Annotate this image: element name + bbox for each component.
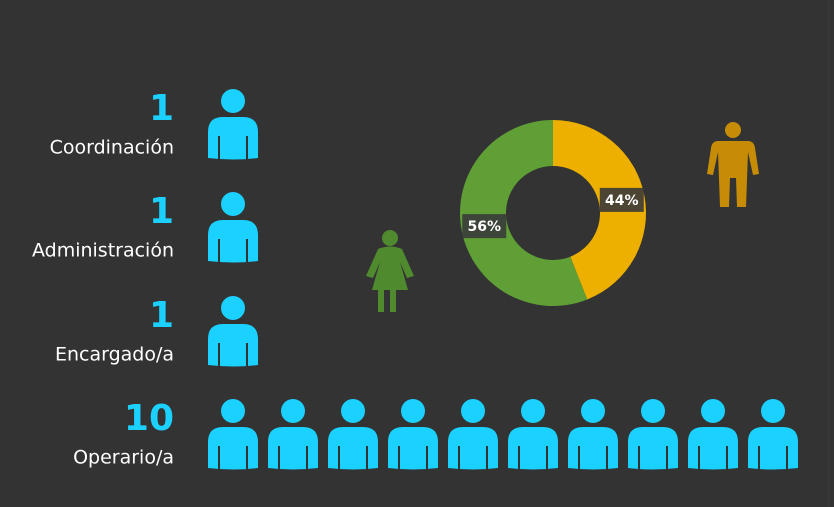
person-body (568, 427, 618, 470)
female-icon (366, 230, 414, 312)
person-icons (208, 192, 258, 263)
person-body (748, 427, 798, 470)
person-head (461, 399, 485, 423)
count-label: 1 (149, 295, 174, 336)
person-body (208, 220, 258, 263)
person-head (221, 296, 245, 320)
count-label: 10 (124, 398, 174, 439)
person-body (208, 324, 258, 367)
role-label: Encargado/a (55, 344, 174, 366)
person-head (341, 399, 365, 423)
person-body (508, 427, 558, 470)
person-head (641, 399, 665, 423)
donut-segment (459, 120, 588, 307)
value-label: 44% (605, 193, 639, 209)
person-head (221, 192, 245, 216)
person-body (628, 427, 678, 470)
role-label: Coordinación (50, 137, 174, 159)
person-body (208, 427, 258, 470)
person-body (208, 117, 258, 160)
person-head (221, 399, 245, 423)
count-label: 1 (149, 88, 174, 129)
value-label: 56% (467, 219, 501, 235)
person-head (761, 399, 785, 423)
person-head (581, 399, 605, 423)
person-body (268, 427, 318, 470)
person-head (221, 89, 245, 113)
person-body (388, 427, 438, 470)
male-icon (707, 122, 759, 207)
person-body (688, 427, 738, 470)
person-head (401, 399, 425, 423)
role-label: Operario/a (73, 447, 174, 469)
count-label: 1 (149, 191, 174, 232)
value-label-box (599, 187, 644, 212)
person-icons (208, 296, 258, 367)
person-icons (208, 89, 258, 160)
person-head (701, 399, 725, 423)
donut-segment (553, 120, 646, 300)
person-head (281, 399, 305, 423)
role-label: Administración (32, 240, 174, 262)
person-icons (208, 399, 798, 470)
person-body (448, 427, 498, 470)
person-head (521, 399, 545, 423)
person-body (328, 427, 378, 470)
value-label-box (462, 214, 507, 239)
